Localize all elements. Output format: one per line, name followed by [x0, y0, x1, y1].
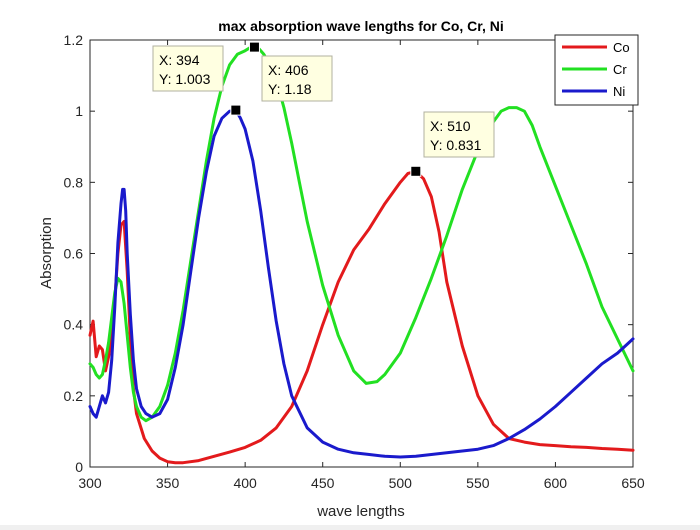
chart-title: max absorption wave lengths for Co, Cr, … — [218, 18, 504, 34]
x-tick-label: 550 — [466, 475, 490, 491]
legend[interactable]: Co Cr Ni — [554, 34, 639, 106]
datatip-box — [152, 45, 224, 92]
datatip-y-label: Y: 1.18 — [268, 81, 312, 97]
x-tick-label: 300 — [78, 475, 102, 491]
legend-label-cr: Cr — [613, 62, 627, 77]
datatip-x-label: X: 406 — [268, 62, 309, 78]
x-tick-label: 650 — [621, 475, 645, 491]
datatips: X: 394 Y: 1.003 X: 406 Y: 1.18 X: 510 Y: 0.83… — [152, 41, 495, 177]
y-tick-label: 0.2 — [64, 388, 84, 404]
x-tick-label: 500 — [389, 475, 413, 491]
datatip-x-label: X: 394 — [159, 52, 200, 68]
datatip-box — [261, 55, 333, 102]
datatip[interactable]: X: 510 Y: 0.831 — [410, 111, 495, 177]
x-tick-label: 600 — [544, 475, 568, 491]
legend-label-co: Co — [613, 40, 630, 55]
datatip-x-label: X: 510 — [430, 118, 471, 134]
y-tick-label: 0 — [75, 459, 83, 475]
y-tick-label: 0.8 — [64, 174, 84, 190]
datatip-marker — [410, 165, 422, 177]
y-tick-label: 0.6 — [64, 246, 84, 262]
datatip[interactable]: X: 406 Y: 1.18 — [248, 41, 333, 102]
datatip-marker — [230, 104, 242, 116]
x-tick-label: 400 — [233, 475, 257, 491]
y-tick-label: 1 — [75, 103, 83, 119]
y-tick-label: 0.4 — [64, 317, 84, 333]
plot-area — [89, 39, 634, 468]
datatip[interactable]: X: 394 Y: 1.003 — [152, 45, 242, 116]
datatip-y-label: Y: 0.831 — [430, 137, 482, 153]
x-tick-label: 450 — [311, 475, 335, 491]
x-axis-label: wave lengths — [316, 503, 405, 520]
datatip-y-label: Y: 1.003 — [159, 71, 211, 87]
datatip-box — [423, 111, 495, 158]
axis-ticks: 300 350 400 450 500 550 600 650 0 0.2 0.4 0.6 0.8 1 1.… — [64, 32, 645, 491]
x-tick-label: 350 — [156, 475, 180, 491]
y-axis-label: Absorption — [38, 217, 55, 289]
legend-label-ni: Ni — [613, 84, 625, 99]
y-tick-label: 1.2 — [64, 32, 84, 48]
datatip-marker — [248, 41, 260, 53]
